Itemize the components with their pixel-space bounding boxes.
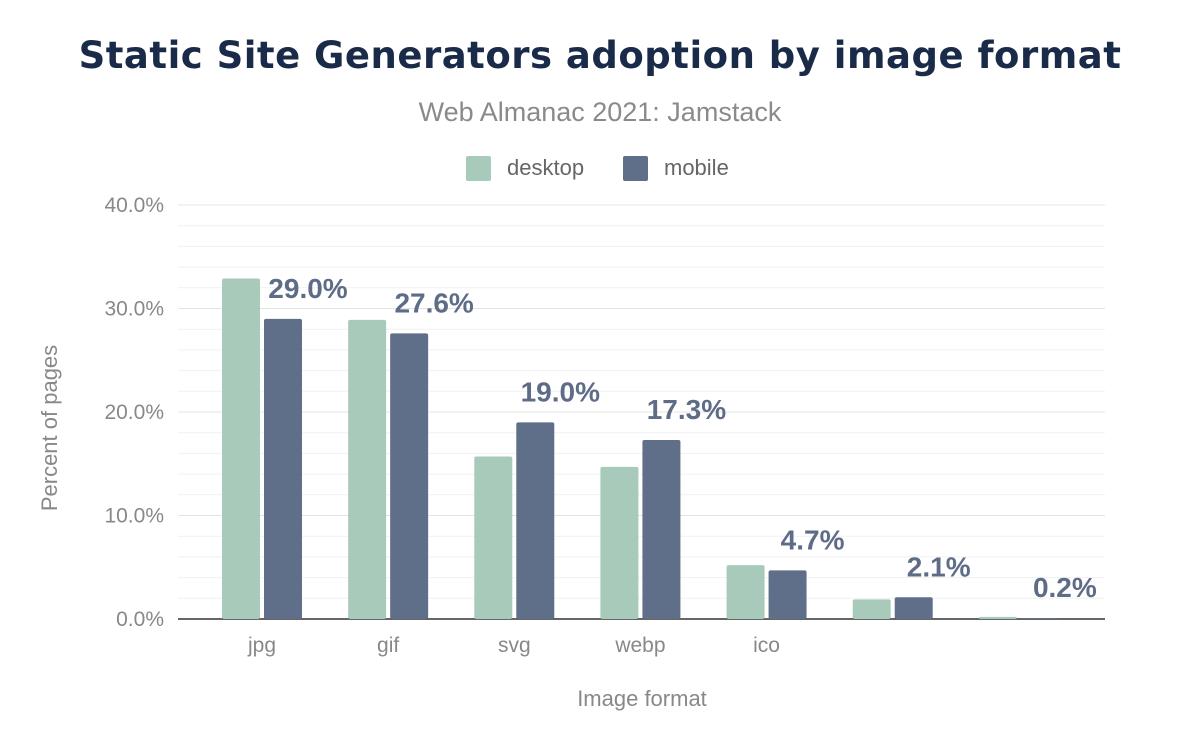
chart-title: Static Site Generators adoption by image… xyxy=(78,34,1122,77)
bar-desktop-6 xyxy=(978,616,1017,619)
y-tick-label: 30.0% xyxy=(104,298,164,321)
data-label: 19.0% xyxy=(521,376,600,407)
bar-desktop-webp xyxy=(600,466,639,619)
y-tick-label: 10.0% xyxy=(104,505,164,528)
bar-mobile-svg xyxy=(516,422,555,619)
bar-mobile-5 xyxy=(894,597,933,619)
y-tick-label: 0.0% xyxy=(116,608,164,631)
legend-label-desktop: desktop xyxy=(507,155,585,180)
legend-item-mobile: mobile xyxy=(623,154,729,182)
data-label: 4.7% xyxy=(781,524,845,555)
y-axis-title: Percent of pages xyxy=(37,345,62,511)
y-tick-label: 40.0% xyxy=(104,194,164,217)
x-axis-title: Image format xyxy=(577,686,707,711)
legend-swatch-desktop xyxy=(466,155,491,181)
data-label: 0.2% xyxy=(1033,572,1097,603)
bar-desktop-jpg xyxy=(222,278,260,619)
chart-subtitle: Web Almanac 2021: Jamstack xyxy=(418,97,782,127)
bar-mobile-6 xyxy=(1020,617,1059,619)
bar-desktop-gif xyxy=(348,319,387,619)
bar-mobile-ico xyxy=(768,570,807,619)
bar-mobile-webp xyxy=(642,439,681,619)
x-tick-label: jpg xyxy=(247,634,276,657)
legend-label-mobile: mobile xyxy=(664,155,729,180)
x-tick-label: webp xyxy=(614,634,665,657)
legend-item-desktop: desktop xyxy=(466,154,584,182)
bar-desktop-5 xyxy=(852,599,891,619)
x-tick-label: gif xyxy=(377,634,399,657)
bar-mobile-gif xyxy=(390,333,429,619)
bars xyxy=(222,278,1059,619)
data-label: 2.1% xyxy=(907,551,971,582)
x-tick-label: ico xyxy=(753,634,780,657)
labels: 0.0% 10.0% 20.0% 30.0% 40.0% Percent of pages… xyxy=(37,194,1097,711)
legend-swatch-mobile xyxy=(623,155,648,181)
bar-mobile-jpg xyxy=(264,318,302,619)
bar-desktop-ico xyxy=(726,565,765,619)
y-tick-label: 20.0% xyxy=(104,401,164,424)
grid xyxy=(178,204,1105,620)
data-label: 27.6% xyxy=(394,287,473,318)
data-label: 17.3% xyxy=(647,394,726,425)
bar-desktop-svg xyxy=(474,456,513,619)
data-label: 29.0% xyxy=(268,273,347,304)
x-tick-label: svg xyxy=(498,634,531,657)
